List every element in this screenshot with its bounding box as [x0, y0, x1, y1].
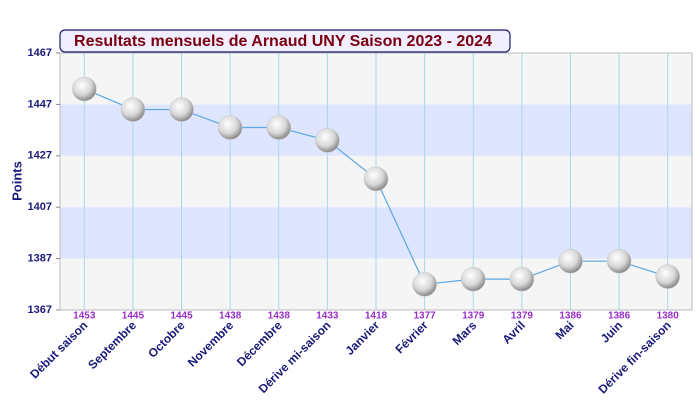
- marker: [315, 128, 340, 153]
- value-label: 1438: [268, 311, 291, 322]
- x-tick-label: Mars: [450, 318, 480, 348]
- y-tick-label: 1447: [28, 98, 52, 110]
- x-tick-label: Novembre: [185, 318, 237, 370]
- value-label: 1445: [122, 311, 145, 322]
- marker: [509, 266, 535, 292]
- marker: [655, 264, 680, 289]
- y-tick-label: 1467: [28, 47, 52, 59]
- chart-title: Resultats mensuels de Arnaud UNY Saison …: [74, 33, 492, 50]
- marker: [266, 115, 292, 140]
- x-tick-label: Février: [393, 318, 431, 356]
- x-tick-label: Juin: [598, 318, 625, 345]
- value-label: 1438: [219, 311, 242, 322]
- marker: [606, 248, 632, 274]
- value-label: 1380: [657, 311, 680, 322]
- marker: [460, 266, 486, 292]
- x-tick-label: Septembre: [85, 318, 139, 372]
- x-tick-label: Avril: [500, 318, 528, 346]
- value-label: 1453: [73, 311, 96, 322]
- marker: [169, 97, 194, 122]
- marker: [412, 272, 437, 297]
- x-tick-label: Octobre: [145, 318, 188, 361]
- marker: [558, 248, 583, 274]
- x-tick-label: Janvier: [343, 318, 383, 358]
- x-tick-label: Mai: [553, 318, 577, 342]
- marker: [217, 115, 243, 140]
- marker: [120, 97, 146, 122]
- value-label: 1445: [170, 311, 193, 322]
- title-box: [59, 29, 511, 53]
- x-tick-label: Décembre: [234, 318, 285, 369]
- value-label: 1379: [462, 311, 485, 322]
- x-tick-label: Début saison: [27, 318, 90, 381]
- marker: [363, 166, 389, 192]
- y-tick-label: 1367: [28, 304, 52, 316]
- value-label: 1433: [316, 311, 339, 322]
- value-label: 1386: [608, 311, 631, 322]
- value-label: 1377: [413, 311, 436, 322]
- y-tick-label: 1387: [28, 253, 52, 265]
- marker: [72, 76, 97, 102]
- value-label: 1379: [511, 311, 534, 322]
- value-label: 1418: [365, 311, 388, 322]
- y-tick-label: 1407: [28, 201, 52, 213]
- plot-frame: [59, 52, 693, 311]
- value-label: 1386: [559, 311, 582, 322]
- y-tick-label: 1427: [28, 150, 52, 162]
- y-axis-label: Points: [9, 161, 24, 201]
